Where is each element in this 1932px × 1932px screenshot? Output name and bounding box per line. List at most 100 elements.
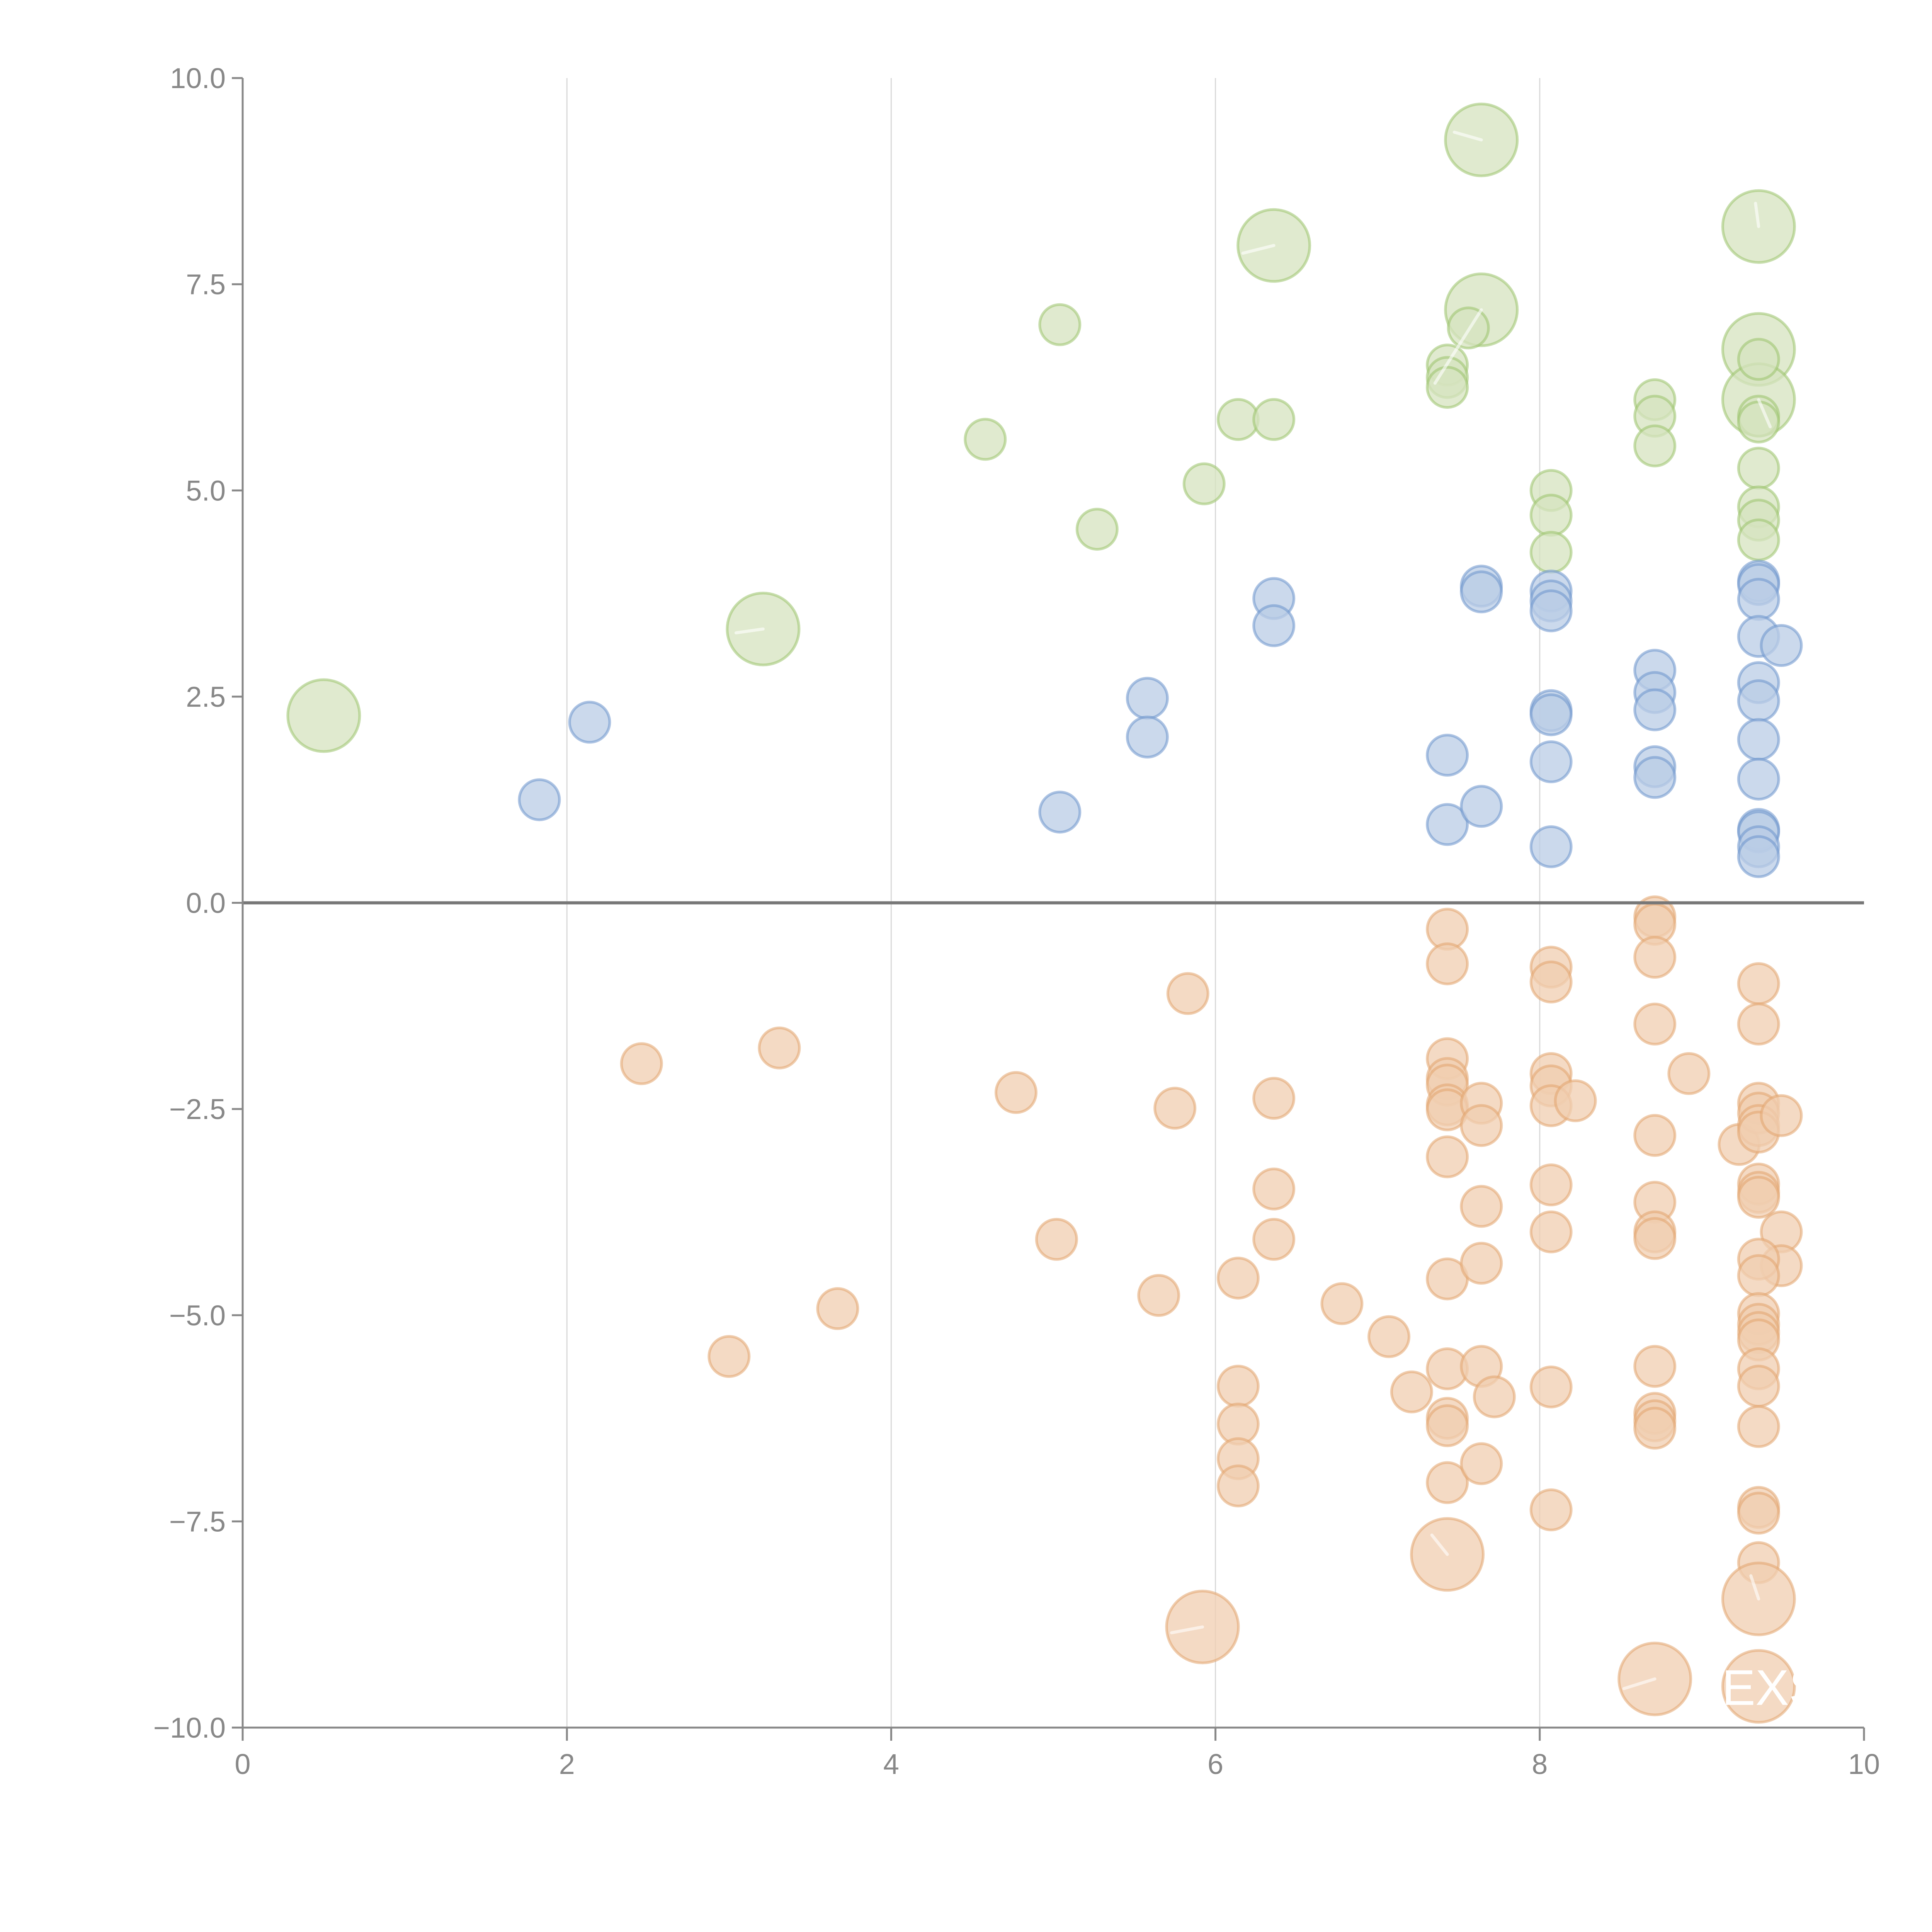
bubble-orange: [1760, 1094, 1803, 1137]
bubble-orange: [1633, 1217, 1677, 1260]
x-tick-label: 2: [559, 1748, 575, 1780]
bubble-blue: [568, 701, 611, 744]
bubble-orange: [1137, 1274, 1180, 1317]
annotation-label: EXS: [1722, 1659, 1822, 1716]
bubble-orange: [1529, 1163, 1573, 1206]
bubble-orange: [1153, 1087, 1197, 1130]
bubble-orange: [1721, 1649, 1796, 1724]
annotations: EXS: [1722, 1659, 1822, 1716]
bubble-orange: [1460, 1185, 1503, 1228]
y-tick-label: 10.0: [170, 62, 226, 94]
bubble-green: [1633, 424, 1677, 468]
bubble-green: [1426, 366, 1469, 409]
bubble-orange: [1216, 1364, 1260, 1408]
bubble-orange: [1667, 1052, 1711, 1095]
bubble-orange: [1252, 1167, 1296, 1211]
y-tick-label: −2.5: [169, 1093, 226, 1125]
bubble-orange: [1633, 1002, 1677, 1046]
y-tick-label: 7.5: [186, 269, 226, 301]
bubble-orange: [707, 1335, 751, 1378]
bubble-orange: [1252, 1218, 1296, 1261]
bubble-orange: [1035, 1218, 1078, 1261]
bubble-orange: [1633, 935, 1677, 979]
x-tick-label: 8: [1532, 1748, 1548, 1780]
bubble-blue: [1737, 835, 1780, 878]
bubble-green: [1737, 447, 1780, 490]
y-tick-label: −5.0: [169, 1299, 226, 1332]
x-axis: 0 2 4 6 8 10: [235, 1726, 1880, 1780]
bubble-green: [1182, 462, 1226, 505]
bubble-orange: [1216, 1464, 1260, 1508]
bubble-orange: [1737, 1254, 1780, 1297]
bubble-orange: [1737, 1002, 1780, 1046]
bubble-orange: [1426, 1135, 1469, 1179]
label-leader-line: [1757, 398, 1772, 429]
bubble-orange: [1166, 972, 1209, 1015]
bubble-blue: [1460, 785, 1503, 828]
label-leader-line: [1430, 1533, 1449, 1556]
bubble-blue: [1760, 624, 1803, 667]
bubble-orange: [1529, 1365, 1573, 1408]
bubble-orange: [1216, 1257, 1260, 1300]
bubble-orange: [758, 1026, 801, 1070]
x-tick-label: 4: [883, 1748, 899, 1780]
bubble-blue: [1633, 688, 1677, 731]
bubble-orange: [1367, 1315, 1411, 1358]
bubble-orange: [1390, 1370, 1433, 1413]
bubble-orange: [1737, 962, 1780, 1005]
bubble-orange: [816, 1287, 859, 1330]
bubble-orange: [1737, 1176, 1780, 1219]
bubble-orange: [1737, 1405, 1780, 1448]
bubble-orange: [1737, 1364, 1780, 1408]
bubble-orange: [1252, 1077, 1296, 1120]
bubble-green: [1737, 400, 1780, 444]
bubble-blue: [1529, 825, 1573, 868]
bubble-blue: [1633, 756, 1677, 799]
bubble-orange: [1633, 1406, 1677, 1450]
bubble-orange: [1426, 1461, 1469, 1504]
bubble-blue: [1737, 679, 1780, 723]
label-leaders: [734, 131, 1772, 1690]
y-tick-label: 2.5: [186, 681, 226, 713]
bubble-green: [1216, 398, 1260, 441]
bubble-blue: [1737, 718, 1780, 761]
bubble-orange: [1426, 1404, 1469, 1447]
bubble-orange: [1737, 1492, 1780, 1535]
bubble-green: [1529, 493, 1573, 537]
bubble-blue: [518, 778, 561, 821]
x-tick-label: 10: [1848, 1748, 1880, 1780]
x-tick-label: 6: [1208, 1748, 1223, 1780]
y-tick-label: −10.0: [153, 1712, 226, 1744]
bubble-blue: [1126, 715, 1169, 759]
bubble-green: [1075, 508, 1119, 551]
bubble-blue: [1529, 693, 1573, 736]
label-leader-line: [734, 627, 765, 634]
bubble-green: [1737, 338, 1780, 381]
bubble-blue: [1737, 757, 1780, 801]
y-tick-label: 5.0: [186, 474, 226, 507]
bubble-orange: [1633, 1345, 1677, 1388]
label-leader-line: [1622, 1677, 1656, 1690]
bubble-blue: [1460, 570, 1503, 614]
bubble-orange: [1426, 942, 1469, 985]
bubble-blue: [1737, 578, 1780, 621]
bubble-orange: [1473, 1375, 1516, 1418]
label-leader-line: [1749, 1574, 1760, 1601]
label-leader-line: [1452, 131, 1483, 142]
bubble-green: [286, 678, 361, 753]
bubble-orange: [1633, 1114, 1677, 1157]
bubble-orange: [1554, 1079, 1597, 1122]
bubble-orange: [1529, 960, 1573, 1003]
bubble-green: [1529, 531, 1573, 574]
bubble-green: [1038, 303, 1082, 346]
bubbles: [286, 102, 1803, 1724]
bubble-orange: [1460, 1242, 1503, 1285]
bubble-orange: [1529, 1488, 1573, 1531]
bubble-green: [1737, 518, 1780, 561]
y-axis: 10.0 7.5 5.0 2.5 0.0 −2.5 −5.0 −7.5 −10.0: [153, 62, 244, 1744]
bubble-blue: [1529, 740, 1573, 784]
label-leader-line: [1754, 202, 1760, 228]
bubble-orange: [1529, 1210, 1573, 1253]
label-leader-line: [1433, 308, 1483, 385]
